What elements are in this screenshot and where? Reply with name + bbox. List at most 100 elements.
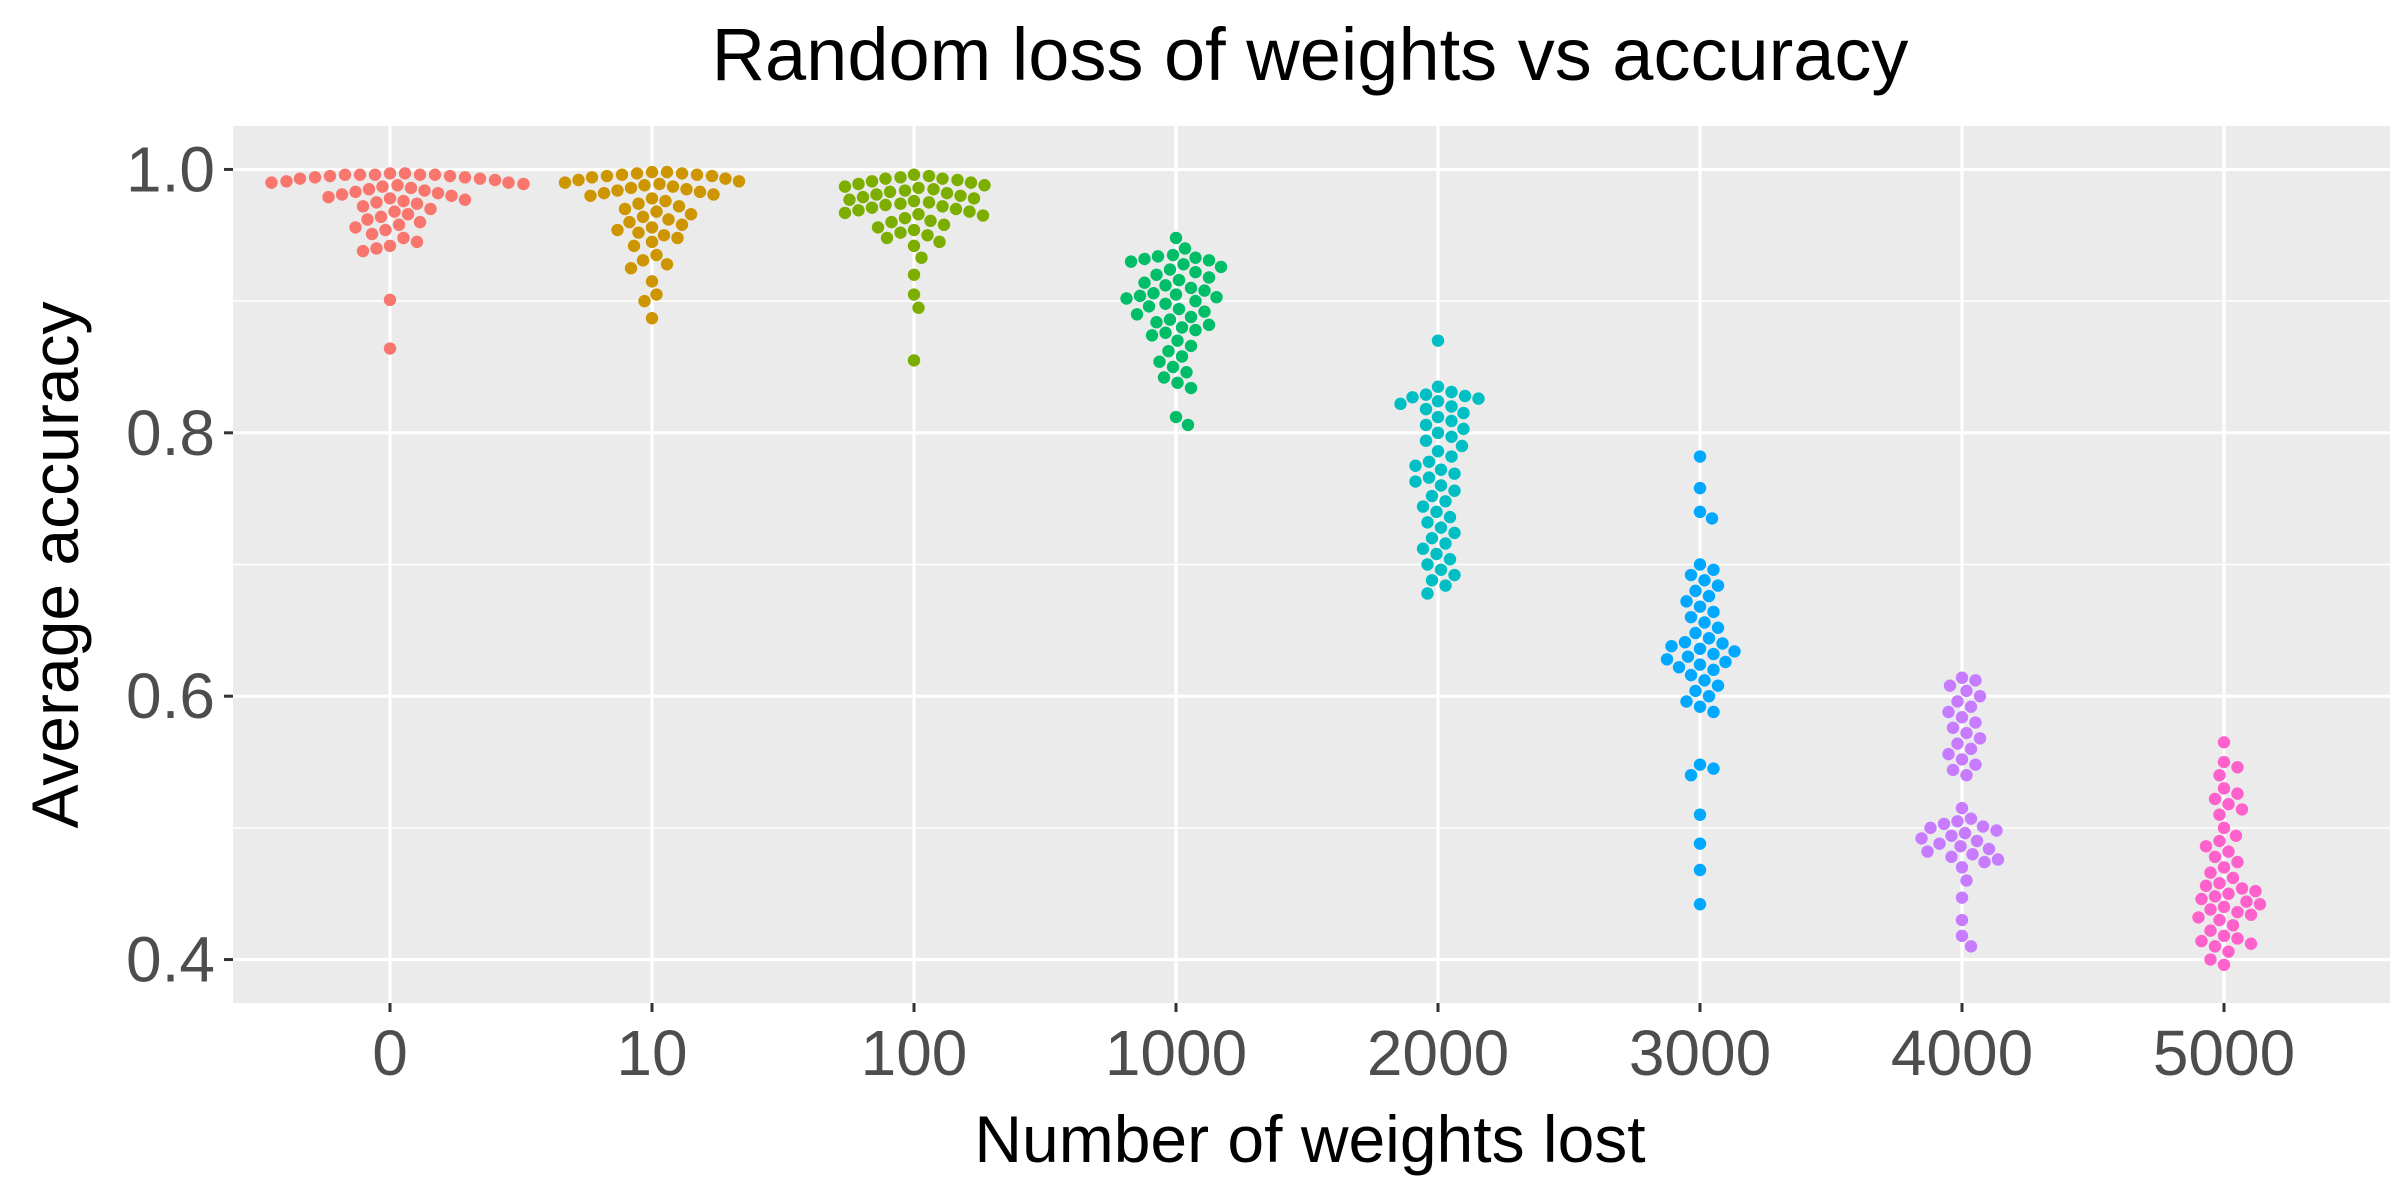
data-point	[1434, 563, 1448, 576]
data-point	[1422, 471, 1436, 484]
data-point	[398, 167, 412, 180]
data-point	[404, 181, 418, 195]
data-point	[871, 221, 885, 234]
data-point	[1966, 847, 1979, 861]
data-point	[1189, 294, 1202, 308]
data-point	[1147, 287, 1160, 300]
data-point	[1711, 621, 1725, 634]
data-point	[2199, 840, 2213, 853]
data-point	[517, 177, 530, 191]
data-point	[488, 173, 502, 187]
data-point	[1964, 742, 1978, 756]
data-point	[1689, 626, 1702, 640]
data-point	[1189, 323, 1202, 337]
data-point	[1169, 288, 1183, 301]
data-point	[1425, 531, 1439, 545]
data-point	[1955, 671, 1969, 684]
data-point	[2240, 895, 2253, 908]
data-point	[865, 201, 879, 214]
data-point	[1707, 605, 1720, 619]
data-point	[323, 169, 337, 183]
data-point	[927, 183, 940, 196]
data-point	[2244, 937, 2258, 950]
data-point	[611, 184, 624, 197]
data-point	[659, 194, 672, 208]
data-point	[2195, 934, 2208, 948]
data-point	[2231, 905, 2244, 919]
data-point	[1693, 481, 1707, 495]
data-point	[650, 288, 663, 301]
data-point	[843, 193, 856, 206]
data-point	[1960, 874, 1973, 887]
data-point	[308, 171, 322, 184]
data-point	[1964, 700, 1978, 713]
data-point	[335, 188, 349, 201]
data-point	[1458, 389, 1472, 403]
data-point	[645, 165, 659, 179]
data-point	[1472, 392, 1485, 405]
data-point	[1421, 558, 1434, 571]
data-point	[1684, 568, 1698, 582]
data-point	[1445, 414, 1458, 428]
data-point	[572, 173, 585, 187]
data-point	[915, 251, 928, 264]
data-point	[1960, 768, 1973, 782]
data-point	[1707, 663, 1720, 677]
data-point	[1693, 863, 1707, 877]
data-point	[1693, 808, 1707, 821]
data-point	[401, 208, 415, 221]
data-point	[353, 168, 367, 181]
data-point	[1202, 254, 1216, 267]
data-point	[611, 223, 624, 237]
data-point	[1425, 574, 1439, 587]
data-point	[1150, 268, 1163, 282]
data-point	[379, 223, 392, 237]
data-point	[638, 294, 651, 308]
data-point	[2226, 871, 2240, 885]
x-tick-label: 3000	[1629, 1017, 1771, 1089]
data-point	[1157, 371, 1171, 384]
data-point	[1937, 817, 1951, 831]
data-point	[443, 169, 457, 183]
data-point	[1681, 650, 1695, 663]
data-point	[2195, 892, 2208, 906]
x-tick-label: 2000	[1367, 1017, 1509, 1089]
data-point	[445, 189, 458, 202]
data-point	[1150, 316, 1163, 329]
data-point	[2226, 919, 2240, 932]
data-point	[1960, 684, 1973, 698]
data-point	[2231, 855, 2244, 869]
data-point	[2213, 834, 2226, 848]
data-point	[852, 204, 865, 217]
data-point	[2235, 803, 2249, 816]
data-point	[1693, 600, 1707, 613]
data-point	[2222, 797, 2235, 811]
data-point	[1711, 579, 1725, 592]
data-point	[1445, 450, 1458, 463]
data-point	[2208, 850, 2222, 864]
data-point	[1133, 289, 1147, 303]
data-point	[418, 184, 431, 197]
data-point	[1680, 695, 1693, 708]
grid-lines	[233, 126, 2390, 1003]
data-point	[2217, 861, 2231, 874]
data-point	[1189, 251, 1202, 264]
data-point	[898, 184, 912, 197]
data-point	[1394, 397, 1407, 411]
data-point	[1921, 845, 1934, 858]
data-point	[1175, 321, 1189, 334]
data-point	[1198, 284, 1211, 297]
data-point	[1202, 271, 1216, 284]
data-point	[894, 171, 907, 184]
data-point	[1955, 929, 1969, 943]
data-point	[558, 176, 572, 189]
data-point	[1951, 695, 1964, 708]
data-point	[1159, 297, 1172, 310]
data-point	[951, 173, 964, 187]
data-point	[1933, 837, 1946, 850]
data-point	[936, 200, 949, 213]
data-point	[624, 181, 638, 195]
data-point	[585, 171, 599, 184]
data-point	[1439, 579, 1452, 592]
data-point	[1942, 705, 1955, 719]
